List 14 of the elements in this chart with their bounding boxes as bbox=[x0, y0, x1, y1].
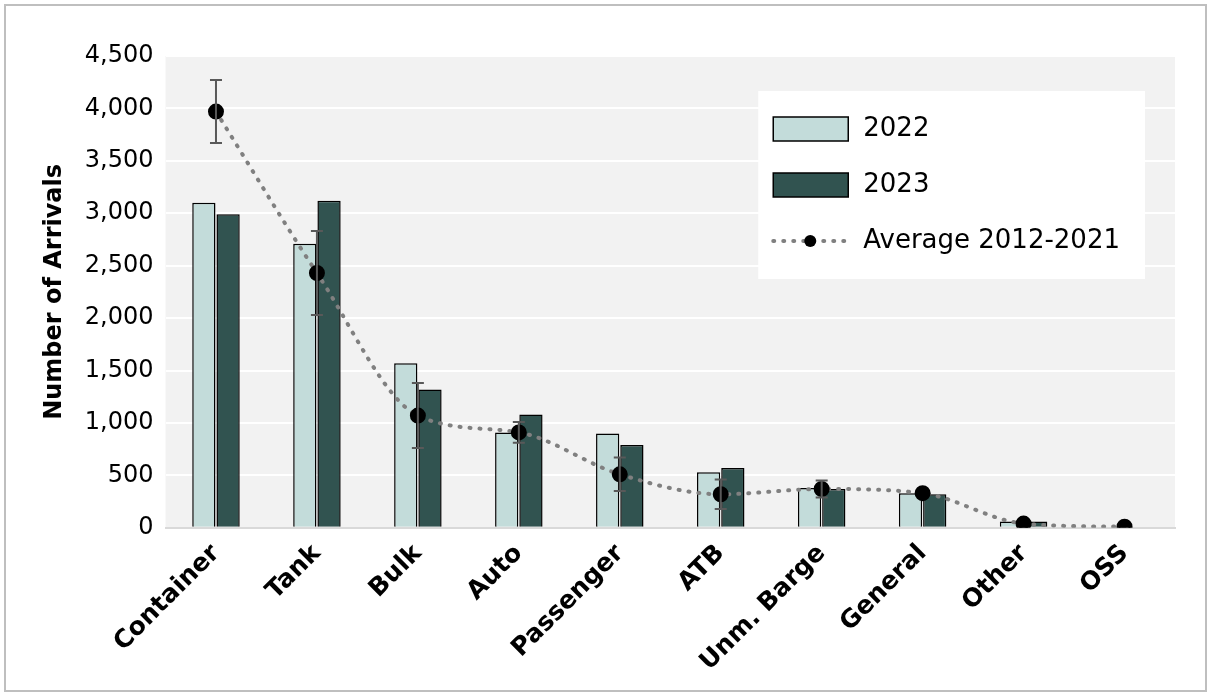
legend-label: 2023 bbox=[863, 167, 930, 198]
y-tick-label: 500 bbox=[107, 459, 154, 488]
y-tick-label: 1,500 bbox=[84, 354, 154, 383]
y-tick-label: 4,500 bbox=[84, 40, 154, 69]
y-tick-label: 4,000 bbox=[84, 92, 154, 121]
legend-label: Average 2012-2021 bbox=[863, 223, 1120, 254]
y-tick-label: 3,500 bbox=[84, 145, 154, 174]
y-tick-label: 3,000 bbox=[84, 197, 154, 226]
legend-label: 2022 bbox=[863, 111, 930, 142]
y-tick-label: 0 bbox=[138, 512, 154, 541]
y-axis-title: Number of Arrivals bbox=[38, 163, 67, 420]
y-tick-label: 2,500 bbox=[84, 249, 154, 278]
y-tick-label: 2,000 bbox=[84, 302, 154, 331]
y-tick-label: 1,000 bbox=[84, 407, 154, 436]
